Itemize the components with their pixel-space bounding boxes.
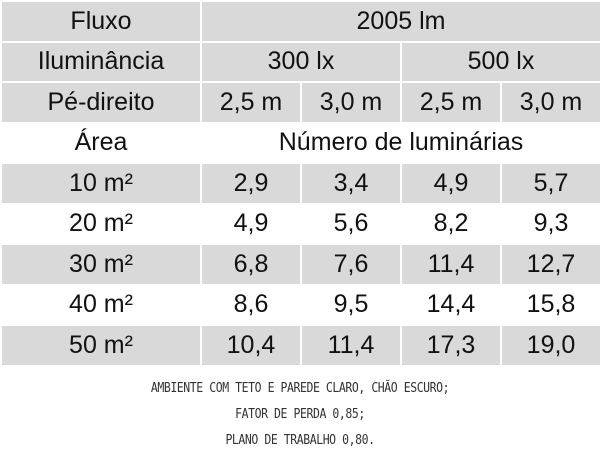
table-row: Área Número de luminárias [0,121,600,164]
table-row: 30 m² 6,8 7,6 11,4 12,7 [0,243,600,286]
row-header: Área [0,121,202,164]
table-row: Fluxo 2005 lm [0,0,600,43]
value-cell: 9,5 [300,283,402,326]
area-cell: 30 m² [0,243,202,286]
row-header: Iluminância [0,40,202,83]
value-cell: 12,7 [499,243,600,286]
table-row: 10 m² 2,9 3,4 4,9 5,7 [0,162,600,205]
note-line: PLANO DE TRABALHO 0,80. [225,431,375,448]
value-cell: 14,4 [400,283,502,326]
value-cell: 10,4 [200,324,302,367]
value-cell: 17,3 [400,324,502,367]
value-cell: 5,7 [499,162,600,205]
header-cell: 3,0 m [300,81,402,124]
table-row: 40 m² 8,6 9,5 14,4 15,8 [0,283,600,326]
value-cell: 15,8 [499,283,600,326]
value-cell: 6,8 [200,243,302,286]
note-line: AMBIENTE COM TETO E PAREDE CLARO, CHÃO E… [150,379,450,396]
value-cell: 5,6 [300,202,402,245]
value-cell: 9,3 [499,202,600,245]
value-cell: 11,4 [300,324,402,367]
note-line: FATOR DE PERDA 0,85; [235,405,365,422]
value-cell: 3,4 [300,162,402,205]
value-cell: 2,9 [200,162,302,205]
header-cell: Número de luminárias [199,121,600,164]
table-row: Pé-direito 2,5 m 3,0 m 2,5 m 3,0 m [0,81,600,124]
header-cell: 2,5 m [200,81,302,124]
area-cell: 10 m² [0,162,202,205]
value-cell: 4,9 [200,202,302,245]
value-cell: 7,6 [300,243,402,286]
header-cell: 300 lx [200,40,402,83]
value-cell: 8,2 [400,202,502,245]
table-row: Iluminância 300 lx 500 lx [0,40,600,83]
luminaire-table: Fluxo 2005 lm Iluminância 300 lx 500 lx Pé-di… [0,0,600,367]
header-cell: 2,5 m [400,81,502,124]
value-cell: 4,9 [400,162,502,205]
table-row: 20 m² 4,9 5,6 8,2 9,3 [0,202,600,245]
row-header: Pé-direito [0,81,202,124]
notes: AMBIENTE COM TETO E PAREDE CLARO, CHÃO E… [45,375,555,453]
table-row: 50 m² 10,4 11,4 17,3 19,0 [0,324,600,367]
header-cell: 3,0 m [499,81,600,124]
value-cell: 11,4 [400,243,502,286]
header-cell: 500 lx [399,40,600,83]
value-cell: 8,6 [200,283,302,326]
value-cell: 19,0 [499,324,600,367]
row-header: Fluxo [0,0,202,43]
area-cell: 40 m² [0,283,202,326]
area-cell: 20 m² [0,202,202,245]
header-cell: 2005 lm [199,0,600,43]
area-cell: 50 m² [0,324,202,367]
